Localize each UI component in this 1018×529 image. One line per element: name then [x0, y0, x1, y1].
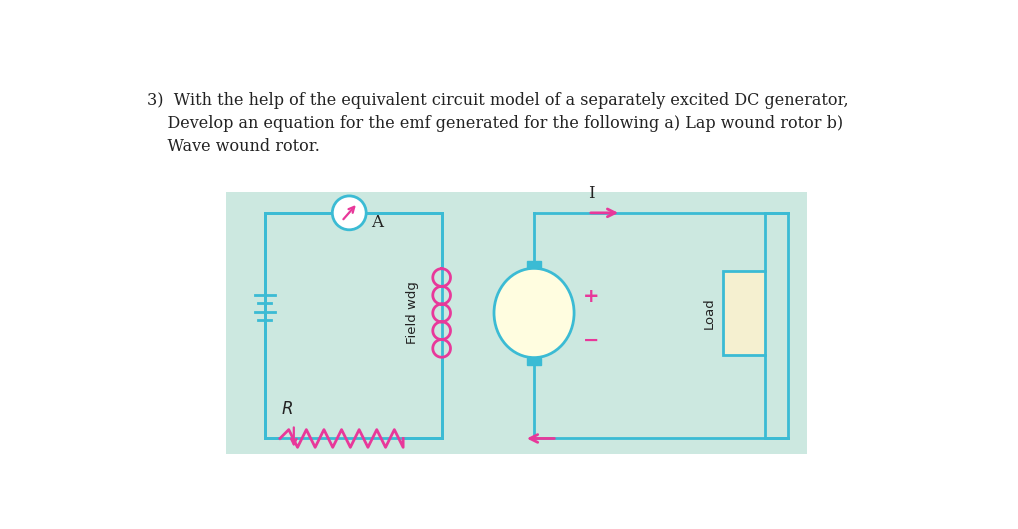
Text: +: + [583, 287, 600, 306]
Ellipse shape [494, 268, 574, 358]
Text: 3)  With the help of the equivalent circuit model of a separately excited DC gen: 3) With the help of the equivalent circu… [147, 92, 848, 109]
Bar [527, 358, 541, 366]
Bar [527, 261, 541, 268]
Bar [723, 271, 766, 355]
Circle shape [332, 196, 366, 230]
Text: Wave wound rotor.: Wave wound rotor. [147, 138, 320, 155]
FancyBboxPatch shape [226, 192, 807, 454]
Text: Field wdg: Field wdg [406, 281, 418, 344]
Text: Load: Load [702, 297, 716, 329]
Text: $R$: $R$ [282, 400, 293, 418]
Text: A: A [372, 214, 384, 231]
Text: Develop an equation for the emf generated for the following a) Lap wound rotor b: Develop an equation for the emf generate… [147, 115, 843, 132]
Text: I: I [588, 185, 596, 202]
Text: −: − [583, 331, 600, 350]
